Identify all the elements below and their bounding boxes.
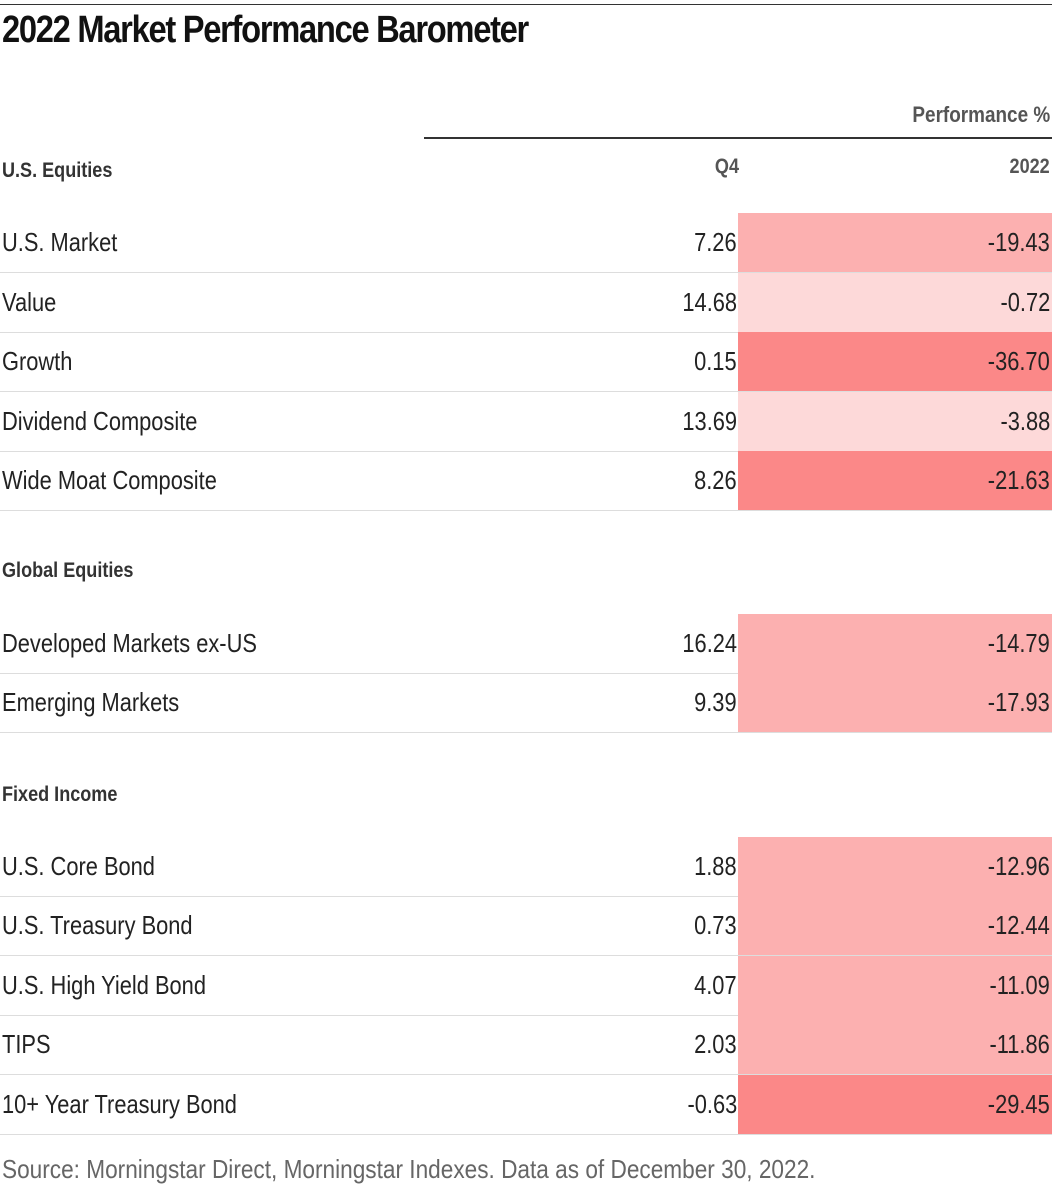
source-note: Source: Morningstar Direct, Morningstar … [2,1154,816,1184]
table-row: Dividend Composite 13.69 -3.88 [0,392,1052,452]
table-row: U.S. Core Bond 1.88 -12.96 [0,837,1052,897]
row-label: Developed Markets ex-US [2,628,257,658]
heat-cell: -14.79 [738,614,1052,673]
2022-value: -3.88 [1000,406,1050,436]
q4-value: 0.15 [694,346,737,376]
2022-value: -36.70 [988,346,1050,376]
table-row: Developed Markets ex-US 16.24 -14.79 [0,614,1052,674]
2022-value: -0.72 [1000,287,1050,317]
2022-value: -11.09 [989,970,1050,1000]
column-header-2022: 2022 [1009,155,1050,178]
heat-cell: -11.86 [738,1015,1052,1074]
row-label: Emerging Markets [2,687,180,717]
row-label: Growth [2,346,73,376]
table-row: 10+ Year Treasury Bond -0.63 -29.45 [0,1075,1052,1135]
table-row: Wide Moat Composite 8.26 -21.63 [0,451,1052,511]
table-row: TIPS 2.03 -11.86 [0,1015,1052,1075]
heat-cell: -0.72 [738,273,1052,332]
top-rule [0,4,1052,5]
heat-cell: -17.93 [738,673,1052,732]
q4-value: 4.07 [694,970,737,1000]
q4-value: 1.88 [694,851,737,881]
heat-cell: -11.09 [738,956,1052,1015]
heat-cell: -29.45 [738,1075,1052,1134]
section-header-us-equities: U.S. Equities [2,159,113,182]
heat-cell: -36.70 [738,332,1052,391]
table-row: U.S. Market 7.26 -19.43 [0,213,1052,273]
heat-cell: -12.96 [738,837,1052,896]
q4-value: -0.63 [687,1089,737,1119]
row-label: U.S. Core Bond [2,851,155,881]
performance-group-header: Performance % [912,102,1050,127]
row-label: Wide Moat Composite [2,465,217,495]
q4-value: 14.68 [682,287,737,317]
table-row: Value 14.68 -0.72 [0,273,1052,333]
row-label: U.S. High Yield Bond [2,970,206,1000]
2022-value: -17.93 [988,687,1050,717]
table-row: U.S. High Yield Bond 4.07 -11.09 [0,956,1052,1016]
row-label: Dividend Composite [2,406,198,436]
heat-cell: -3.88 [738,392,1052,451]
heat-cell: -19.43 [738,213,1052,272]
row-label: U.S. Market [2,227,118,257]
section-header-global-equities: Global Equities [2,559,134,582]
q4-value: 7.26 [694,227,737,257]
2022-value: -21.63 [988,465,1050,495]
table-row: U.S. Treasury Bond 0.73 -12.44 [0,896,1052,956]
q4-value: 16.24 [682,628,737,658]
q4-value: 9.39 [694,687,737,717]
table-row: Emerging Markets 9.39 -17.93 [0,673,1052,733]
row-label: 10+ Year Treasury Bond [2,1089,237,1119]
column-header-q4: Q4 [714,155,739,178]
2022-value: -14.79 [988,628,1050,658]
row-label: TIPS [2,1029,51,1059]
q4-value: 2.03 [694,1029,737,1059]
chart-title: 2022 Market Performance Barometer [2,9,529,51]
row-label: Value [2,287,57,317]
2022-value: -29.45 [988,1089,1050,1119]
section-header-fixed-income: Fixed Income [2,783,118,806]
2022-value: -11.86 [989,1029,1050,1059]
row-label: U.S. Treasury Bond [2,910,193,940]
q4-value: 8.26 [694,465,737,495]
2022-value: -12.44 [988,910,1050,940]
performance-header-rule [424,137,1052,139]
table-row: Growth 0.15 -36.70 [0,332,1052,392]
2022-value: -12.96 [988,851,1050,881]
2022-value: -19.43 [988,227,1050,257]
heat-cell: -21.63 [738,451,1052,510]
heat-cell: -12.44 [738,896,1052,955]
q4-value: 0.73 [694,910,737,940]
q4-value: 13.69 [682,406,737,436]
